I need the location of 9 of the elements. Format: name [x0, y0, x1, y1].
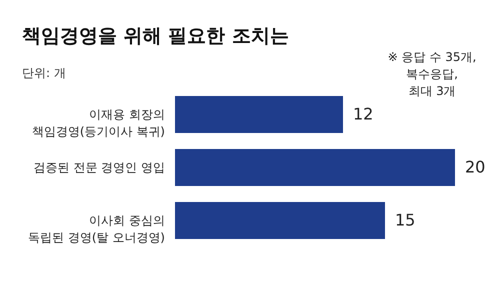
data-label: 20 [465, 158, 486, 176]
text: 단위: 개 [22, 66, 66, 80]
chart-title: 책임경영을 위해 필요한 조치는 [22, 25, 289, 47]
y-tick-label: 이사회 중심의 독립된 경영(탈 오너경영) [28, 214, 165, 244]
y-tick-label: 이재용 회장의 책임경영(등기이사 복귀) [32, 108, 165, 138]
annotation: ※ 응답 수 35개, 복수응답, 최대 3개 [388, 50, 476, 98]
data-label: 12 [353, 104, 374, 124]
data-label: 15 [395, 210, 416, 230]
y-tick-label: 검증된 전문 경영인 영입 [34, 160, 165, 174]
